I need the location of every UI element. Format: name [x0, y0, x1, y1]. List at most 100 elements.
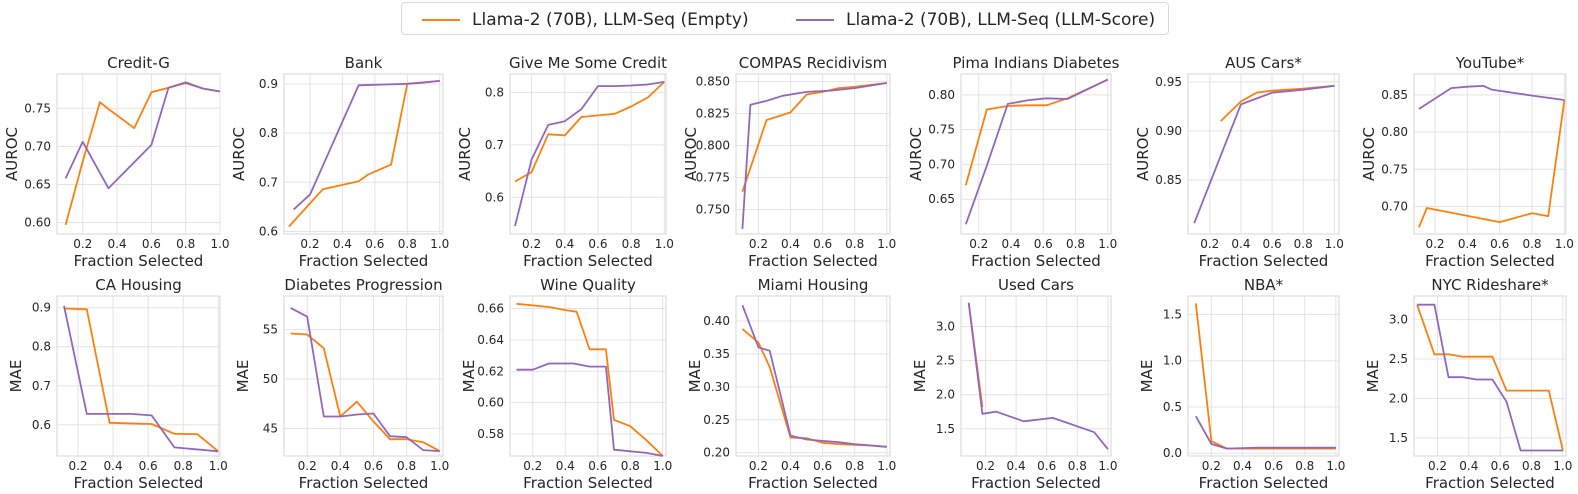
y-tick-label: 0.40 — [703, 314, 730, 328]
chart-diabetes-progression: 0.2 0.4 0.6 0.8 1.0 45 50 55 Diabetes Progressio… — [234, 276, 449, 492]
chart-title: Miami Housing — [758, 276, 869, 294]
x-tick-label: 1.0 — [1098, 459, 1117, 473]
x-tick-label: 0.8 — [845, 459, 864, 473]
x-tick-label: 0.4 — [1001, 237, 1020, 251]
x-tick-label: 0.6 — [1034, 237, 1053, 251]
x-axis-label: Fraction Selected — [1199, 474, 1329, 492]
x-tick-label: 0.4 — [1459, 459, 1478, 473]
chart-title: NYC Rideshare* — [1431, 276, 1549, 294]
x-tick-label: 0.4 — [104, 459, 123, 473]
x-tick-label: 0.8 — [176, 237, 195, 251]
x-tick-label: 0.2 — [298, 459, 317, 473]
y-tick-label: 0.6 — [485, 190, 504, 204]
chart-wine-quality: 0.2 0.4 0.6 0.8 1.0 0.58 0.60 0.62 0.64 0.66 Wine … — [460, 276, 672, 492]
y-tick-label: 0.7 — [32, 379, 51, 393]
series-line-llm-score — [741, 82, 887, 229]
chart-title: Pima Indians Diabetes — [953, 54, 1120, 72]
x-tick-label: 0.6 — [365, 237, 384, 251]
y-axis-label: MAE — [1364, 360, 1382, 393]
series-line-llm-score — [516, 362, 663, 457]
series-line-empty — [1418, 99, 1566, 228]
x-tick-label: 0.6 — [1491, 459, 1510, 473]
x-tick-label: 1.0 — [1553, 459, 1572, 473]
x-axis-label: Fraction Selected — [299, 252, 429, 270]
x-axis-label: Fraction Selected — [74, 252, 204, 270]
y-tick-label: 3.0 — [936, 320, 955, 334]
y-tick-label: 0.5 — [1163, 400, 1182, 414]
x-tick-label: 0.8 — [621, 459, 640, 473]
plot-area-wine-quality — [509, 295, 667, 457]
chart-title: AUS Cars* — [1225, 54, 1302, 72]
y-tick-label: 0.750 — [696, 203, 730, 217]
plot-area-ca-housing — [56, 295, 221, 457]
series-line-llm-score — [967, 302, 1109, 450]
x-axis-label: Fraction Selected — [74, 474, 204, 492]
x-tick-label: 0.8 — [845, 237, 864, 251]
series-line-llm-score — [63, 305, 219, 453]
y-axis-label: AUROC — [230, 127, 248, 181]
legend-swatch-empty — [422, 18, 460, 21]
x-tick-label: 0.2 — [976, 459, 995, 473]
plot-area-credit-g — [56, 73, 221, 235]
chart-nyc-rideshare: 0.2 0.4 0.6 0.8 1.0 1.5 2.0 2.5 3.0 NYC Rideshare… — [1364, 276, 1572, 492]
chart-nba: 0.2 0.4 0.6 0.8 1.0 0.0 0.5 1.0 1.5 NBA* Fraction … — [1138, 276, 1345, 492]
x-axis-label: Fraction Selected — [523, 252, 653, 270]
legend-swatch-llm-score — [796, 18, 834, 21]
plot-area-nba — [1187, 295, 1340, 457]
x-axis-label: Fraction Selected — [1199, 252, 1329, 270]
y-tick-label: 0.70 — [1381, 199, 1408, 213]
y-tick-label: 0.6 — [259, 225, 278, 239]
x-tick-label: 0.6 — [1490, 237, 1509, 251]
x-tick-label: 1.0 — [877, 459, 896, 473]
x-tick-label: 0.2 — [1428, 459, 1447, 473]
y-tick-label: 0.66 — [477, 302, 504, 316]
x-tick-label: 1.0 — [653, 459, 672, 473]
x-tick-label: 1.0 — [1098, 237, 1117, 251]
x-tick-label: 1.0 — [655, 237, 674, 251]
plot-area-pima-indians-diabetes — [960, 73, 1112, 235]
y-axis-label: MAE — [7, 360, 25, 393]
x-tick-label: 0.6 — [1037, 459, 1056, 473]
y-tick-label: 0.25 — [703, 413, 730, 427]
series-line-empty — [516, 302, 664, 457]
y-axis-label: AUROC — [907, 127, 925, 181]
y-tick-label: 50 — [263, 372, 278, 386]
x-tick-label: 0.8 — [1295, 459, 1314, 473]
y-tick-label: 0.64 — [477, 333, 504, 347]
x-tick-label: 0.6 — [588, 237, 607, 251]
plot-area-diabetes-progression — [283, 295, 444, 457]
chart-title: Used Cars — [998, 276, 1074, 294]
x-tick-label: 0.4 — [555, 237, 574, 251]
y-tick-label: 0.95 — [1155, 75, 1182, 89]
series-line-llm-score — [1417, 303, 1563, 452]
y-tick-label: 0.75 — [928, 123, 955, 137]
y-tick-label: 1.5 — [1163, 307, 1182, 321]
y-tick-label: 0.85 — [1381, 88, 1408, 102]
x-tick-label: 0.4 — [331, 459, 350, 473]
y-axis-label: AUROC — [456, 127, 474, 181]
series-line-empty — [63, 307, 219, 452]
plot-area-miami-housing — [735, 295, 891, 457]
y-tick-label: 0.62 — [477, 364, 504, 378]
plot-area-aus-cars — [1187, 73, 1340, 235]
x-axis-label: Fraction Selected — [971, 252, 1101, 270]
y-tick-label: 0.75 — [1381, 162, 1408, 176]
y-tick-label: 0.85 — [1155, 173, 1182, 187]
y-tick-label: 0.20 — [703, 446, 730, 460]
series-line-empty — [290, 332, 441, 452]
chart-title: COMPAS Recidivism — [739, 54, 887, 72]
y-tick-label: 2.0 — [1389, 391, 1408, 405]
x-axis-label: Fraction Selected — [748, 474, 878, 492]
series-line-llm-score — [964, 78, 1109, 225]
x-tick-label: 0.4 — [1231, 237, 1250, 251]
x-axis-label: Fraction Selected — [748, 252, 878, 270]
series-line-empty — [741, 82, 887, 193]
x-axis-label: Fraction Selected — [299, 474, 429, 492]
y-tick-label: 1.0 — [1163, 354, 1182, 368]
chart-title: Bank — [345, 54, 383, 72]
y-axis-label: MAE — [686, 360, 704, 393]
x-tick-label: 1.0 — [1325, 237, 1344, 251]
chart-title: CA Housing — [95, 276, 181, 294]
x-tick-label: 0.8 — [174, 459, 193, 473]
